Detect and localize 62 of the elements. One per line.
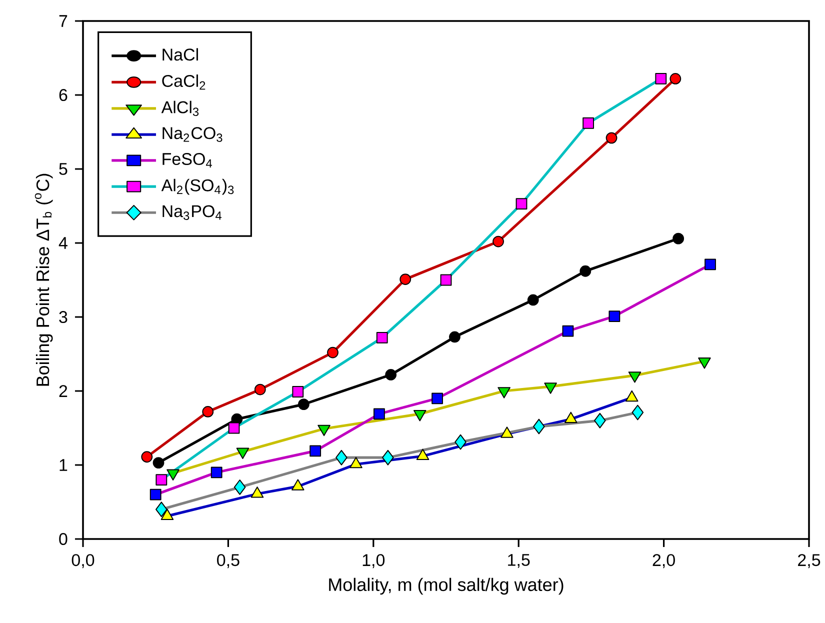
point xyxy=(156,502,168,518)
point xyxy=(670,73,682,84)
point xyxy=(310,445,322,457)
point xyxy=(150,488,162,500)
point xyxy=(449,331,460,343)
point xyxy=(527,294,539,306)
legend-label: FeSO$_{4}$ xyxy=(162,153,212,168)
point xyxy=(234,480,246,495)
legend-label: Al$_{2}$(SO$_{4}$)$_{3}$ xyxy=(161,178,234,195)
point xyxy=(202,406,214,418)
y-tick-label: 0 xyxy=(59,532,68,546)
point xyxy=(228,422,240,434)
point xyxy=(376,332,388,344)
y-tick-label: 3 xyxy=(59,311,68,324)
point xyxy=(298,398,310,410)
point xyxy=(327,346,338,358)
y-tick-label: 2 xyxy=(59,385,68,397)
y-tick-label: 7 xyxy=(59,15,68,27)
point xyxy=(385,369,397,380)
x-tick-label: 0,5 xyxy=(217,554,240,568)
legend-label: NaCl xyxy=(162,48,198,61)
x-tick-label: 1,0 xyxy=(362,554,385,568)
point xyxy=(432,392,443,404)
y-axis-title: Boiling Point Rise ΔT$_{b}$ ($^{o}$C) xyxy=(34,174,53,386)
point xyxy=(582,117,594,129)
y-tick-label: 6 xyxy=(59,89,68,102)
point xyxy=(562,325,574,337)
x-axis-title: Molality, m (mol salt/kg water) xyxy=(329,578,564,595)
point xyxy=(336,450,348,466)
x-tick-label: 1,5 xyxy=(508,554,530,568)
point xyxy=(655,73,667,84)
x-tick-label: 0,0 xyxy=(72,554,94,568)
point xyxy=(374,408,385,420)
legend-label: CaCl$_{2}$ xyxy=(162,74,206,90)
y-tick-label: 5 xyxy=(59,163,68,175)
point xyxy=(492,236,504,248)
point xyxy=(156,474,168,486)
point xyxy=(533,418,545,434)
legend-label: Na$_{3}$PO$_{4}$ xyxy=(162,205,222,220)
point xyxy=(454,434,466,450)
x-tick-label: 2,5 xyxy=(798,554,820,568)
point xyxy=(606,132,618,144)
point xyxy=(254,384,266,396)
point xyxy=(382,450,394,466)
y-tick-label: 4 xyxy=(58,237,68,249)
point xyxy=(704,258,716,270)
y-tick-label: 1 xyxy=(60,459,68,471)
point xyxy=(516,198,528,210)
point xyxy=(292,386,304,398)
point xyxy=(580,265,592,277)
point xyxy=(141,451,153,463)
point xyxy=(210,466,222,478)
x-tick-label: 2,0 xyxy=(652,554,675,568)
point xyxy=(400,274,412,285)
legend-label: AlCl$_{3}$ xyxy=(161,100,199,116)
point xyxy=(672,232,684,244)
point xyxy=(608,310,620,322)
point xyxy=(440,274,452,286)
point xyxy=(594,412,606,428)
point xyxy=(632,404,644,420)
legend-label: Na$_{2}$CO$_{3}$ xyxy=(162,127,222,142)
point xyxy=(152,457,164,468)
